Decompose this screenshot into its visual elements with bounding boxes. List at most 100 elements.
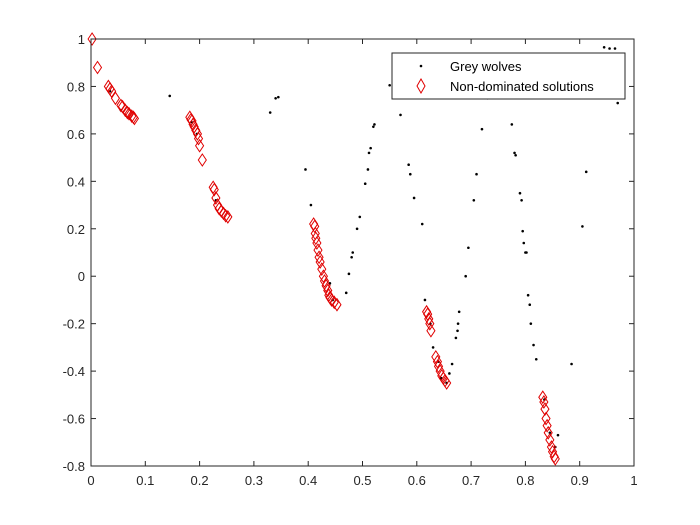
grey-wolf-point — [457, 310, 461, 314]
grey-wolf-point — [525, 251, 528, 254]
grey-wolf-point — [513, 151, 516, 155]
x-tick-label: 0.4 — [299, 473, 317, 488]
grey-wolf-point — [268, 111, 272, 114]
non-dominated-point — [543, 425, 553, 440]
grey-wolf-point — [347, 272, 351, 276]
y-tick-label: 0.8 — [67, 79, 85, 94]
non-dominated-point — [542, 418, 552, 433]
grey-wolf-point — [454, 336, 458, 340]
grey-wolf-point — [168, 94, 172, 98]
y-tick-label: -0.6 — [63, 412, 85, 427]
grey-wolf-point — [412, 196, 416, 200]
x-tick-label: 1 — [630, 473, 637, 488]
non-dominated-point — [326, 293, 337, 307]
non-dominated-point — [122, 105, 132, 120]
grey-wolf-point — [616, 101, 620, 105]
y-tick-label: 1 — [78, 32, 85, 47]
non-dominated-point — [211, 191, 221, 205]
grey-wolf-point — [366, 168, 370, 171]
non-dominated-point — [310, 219, 320, 234]
y-tick-label: -0.8 — [63, 459, 85, 474]
grey-wolf-point — [514, 153, 517, 157]
non-dominated-point — [192, 126, 203, 141]
non-dominated-point — [332, 297, 342, 312]
x-tick-label: 0.9 — [571, 473, 589, 488]
grey-wolf-point — [510, 123, 514, 126]
non-dominated-point — [323, 283, 333, 298]
non-dominated-point — [545, 433, 555, 447]
grey-wolf-point — [367, 151, 371, 155]
non-dominated-point — [129, 111, 140, 126]
x-tick-label: 0.7 — [462, 473, 480, 488]
grey-wolf-point — [532, 343, 535, 347]
grey-wolf-point — [548, 431, 552, 435]
grey-wolf-point — [304, 168, 307, 171]
grey-wolf-point — [351, 251, 355, 254]
grey-wolf-point — [518, 191, 522, 195]
y-tick-label: 0 — [78, 269, 85, 284]
x-tick-label: 0 — [87, 473, 94, 488]
grey-wolf-point — [350, 255, 353, 259]
grey-wolf-point — [521, 229, 524, 233]
grey-wolf-point — [274, 97, 277, 100]
grey-wolf-point — [520, 199, 523, 202]
grey-wolf-point — [355, 227, 359, 231]
x-tick-label: 0.8 — [516, 473, 534, 488]
non-dominated-point — [432, 354, 443, 369]
grey-wolf-point — [456, 329, 459, 333]
plot-marks — [87, 32, 620, 466]
non-dominated-point — [539, 395, 549, 409]
grey-wolf-point — [448, 372, 451, 375]
axis-ticks: 0 0.1 0.2 0.3 0.4 0.5 0.6 0.7 0.8 0.9 1 -0.8 -0.6 -0.… — [63, 32, 638, 488]
grey-wolf-point — [399, 113, 402, 117]
legend-marker-grey-wolves — [419, 64, 423, 68]
axes-box — [90, 38, 635, 467]
non-dominated-point — [116, 98, 126, 113]
non-dominated-point — [221, 208, 231, 223]
non-dominated-point — [425, 316, 435, 331]
non-dominated-point — [87, 32, 97, 46]
grey-wolf-point — [480, 127, 484, 131]
grey-wolf-point — [373, 123, 376, 126]
grey-wolf-point — [388, 83, 391, 87]
legend-label-grey-wolves: Grey wolves — [450, 59, 522, 74]
non-dominated-point — [315, 255, 325, 269]
grey-wolf-point — [570, 362, 573, 366]
grey-wolf-point — [602, 46, 606, 49]
x-tick-label: 0.6 — [408, 473, 426, 488]
y-tick-label: 0.2 — [67, 222, 85, 237]
grey-wolf-point — [529, 322, 533, 325]
non-dominated-point — [319, 274, 330, 288]
grey-wolf-point — [526, 293, 530, 297]
non-dominated-point — [426, 323, 436, 338]
x-tick-label: 0.2 — [191, 473, 209, 488]
non-dominated-point — [124, 106, 134, 121]
grey-wolf-point — [344, 291, 348, 295]
grey-wolf-point — [528, 303, 532, 306]
non-dominated-point — [329, 295, 339, 310]
non-dominated-point — [223, 210, 233, 224]
non-dominated-point — [550, 451, 560, 466]
non-dominated-point — [433, 359, 444, 374]
non-dominated-point — [127, 109, 137, 123]
non-dominated-point — [318, 269, 329, 284]
grey-wolf-point — [369, 146, 372, 150]
grey-wolf-point — [534, 357, 538, 361]
y-tick-label: 0.4 — [67, 174, 85, 189]
non-dominated-point — [442, 376, 452, 390]
non-dominated-point — [187, 113, 197, 128]
non-dominated-point — [110, 91, 121, 106]
non-dominated-point — [209, 182, 219, 197]
grey-wolf-point — [556, 433, 560, 437]
y-tick-label: -0.4 — [63, 364, 85, 379]
non-dominated-point — [431, 349, 441, 364]
x-tick-label: 0.3 — [245, 473, 263, 488]
non-dominated-point — [194, 138, 205, 153]
grey-wolf-point — [309, 203, 313, 207]
grey-wolf-point — [277, 95, 280, 99]
axes-background — [91, 39, 634, 466]
legend-label-non-dominated: Non-dominated solutions — [450, 79, 594, 94]
grey-wolf-point — [464, 274, 467, 278]
grey-wolf-point — [472, 199, 476, 202]
